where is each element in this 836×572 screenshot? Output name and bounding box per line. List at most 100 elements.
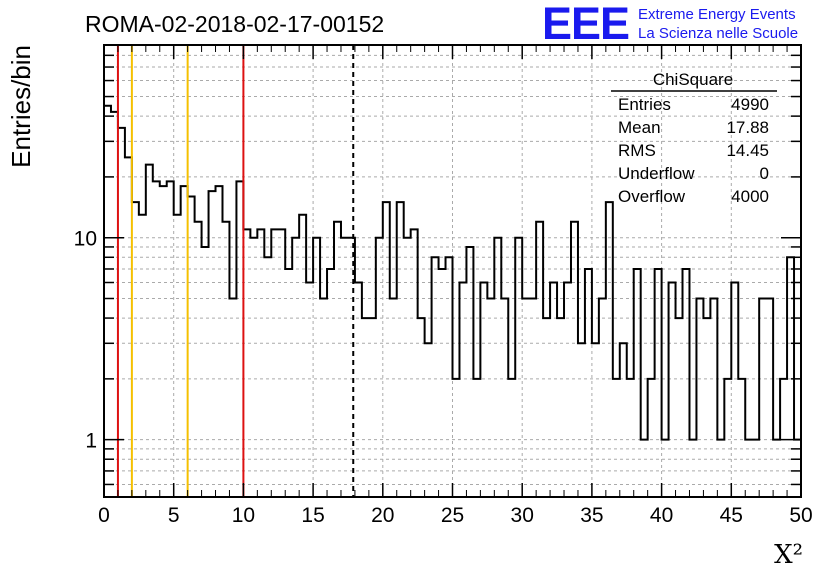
histogram-bin [606,202,613,497]
histogram-bin [236,181,243,497]
histogram-bin [780,379,787,497]
histogram-bin [439,269,446,497]
histogram-bin [376,238,383,497]
histogram-bin [508,379,515,497]
histogram-bin [174,215,181,497]
histogram-bin [787,257,794,497]
histogram-bin [418,318,425,497]
histogram-bin [243,229,250,497]
histogram-bin [731,283,738,497]
histogram-bin [222,222,229,497]
histogram-bin [710,298,717,497]
histogram-bin [446,257,453,497]
histogram-bin [404,238,411,497]
histogram-bin [118,128,125,497]
histogram-bin [271,229,278,497]
stats-value-rms: 14.45 [726,141,769,160]
histogram-bin [515,238,522,497]
histogram-bin [662,440,669,497]
histogram-bin [229,298,236,497]
histogram-bin [292,238,299,497]
histogram-bin [250,238,257,497]
axis-ticks [103,44,802,497]
histogram-bin [480,283,487,497]
histogram-bin [613,379,620,497]
histogram-bin [550,283,557,497]
x-tick-label: 0 [98,504,110,527]
histogram-bin [313,238,320,497]
histogram-bin [529,298,536,497]
histogram-bin [487,298,494,497]
histogram-bin [327,269,334,497]
histogram-bin [362,318,369,497]
histogram-bin [620,343,627,497]
histogram-bin [153,181,160,497]
histogram-bin [683,269,690,497]
stats-title: ChiSquare [653,70,733,89]
histogram-bin [759,298,766,497]
histogram-bin [369,318,376,497]
x-tick-label: 35 [580,504,603,527]
stats-value-mean: 17.88 [726,118,769,137]
histogram-bin [717,440,724,497]
histogram-bin [745,440,752,497]
histogram-bin [578,343,585,497]
stats-label-entries: Entries [618,95,671,114]
histogram-bin [167,181,174,497]
histogram-bin [501,298,508,497]
histogram-bin [676,318,683,497]
chart-title: ROMA-02-2018-02-17-00152 [85,11,384,37]
histogram-bin [181,186,188,497]
histogram-bin [383,202,390,497]
histogram-bin [669,283,676,497]
histogram-bin [466,247,473,497]
histogram-bin [299,215,306,497]
logo-line-2: La Scienza nelle Scuole [638,25,798,42]
histogram-bin [494,238,501,497]
histogram-bin [320,298,327,497]
histogram-bin [543,318,550,497]
histogram-bin [216,186,223,497]
histogram-bin [459,283,466,497]
histogram-bin [355,283,362,497]
histogram-series [104,104,801,497]
stats-value-entries: 4990 [731,95,769,114]
stats-value-overflow: 4000 [731,187,769,206]
histogram-bin [627,379,634,497]
histogram-bin [390,298,397,497]
histogram-bin [703,318,710,497]
y-tick-label: 10 [74,228,97,251]
x-tick-label: 30 [511,504,534,527]
histogram-bin [689,440,696,497]
stats-box: ChiSquare Entries 4990 Mean 17.88 RMS 14… [611,70,777,206]
x-tick-label: 20 [371,504,394,527]
logo-line-1: Extreme Energy Events [638,6,796,23]
histogram-bin [564,283,571,497]
histogram-bin [257,229,264,497]
histogram-bin [160,186,167,497]
x-tick-label: 25 [441,504,464,527]
histogram-bin [125,157,132,497]
histogram-bin [571,222,578,497]
histogram-bin [209,191,216,497]
histogram-bin [696,298,703,497]
stats-label-rms: RMS [618,141,656,160]
histogram-bin [264,257,271,497]
histogram-bin [599,298,606,497]
y-tick-label: 1 [85,430,97,453]
x-axis-label: X² [774,540,803,570]
histogram-bin [348,238,355,497]
histogram-bin [341,238,348,497]
stats-label-mean: Mean [618,118,661,137]
histogram-bin [641,440,648,497]
histogram-bin [473,379,480,497]
histogram-bin [557,318,564,497]
stats-label-underflow: Underflow [618,164,695,183]
x-tick-label: 45 [720,504,743,527]
eee-logo: EEE Extreme Energy Events La Scienza nel… [542,0,798,49]
reference-lines [116,45,355,497]
histogram-bin [306,283,313,497]
histogram-bin [724,379,731,497]
histogram-bin [592,343,599,497]
